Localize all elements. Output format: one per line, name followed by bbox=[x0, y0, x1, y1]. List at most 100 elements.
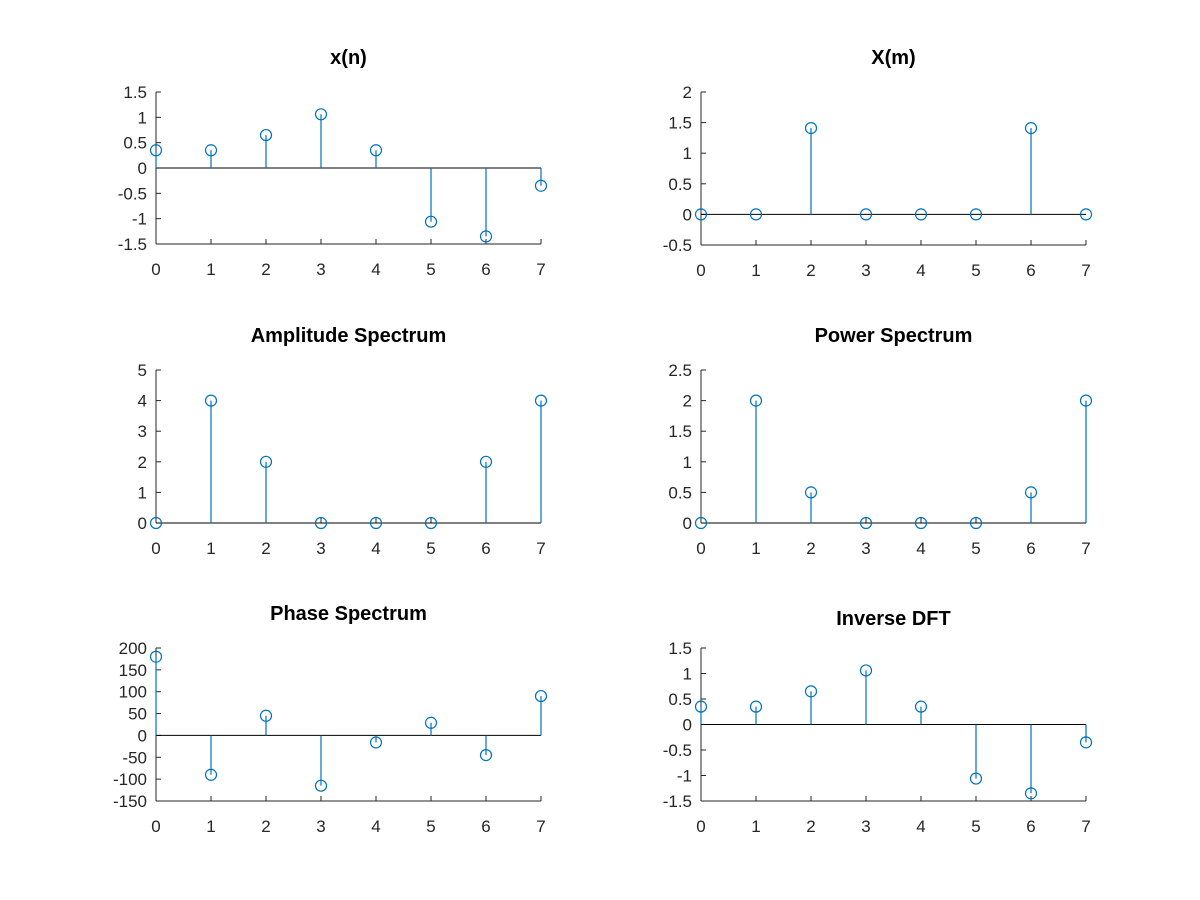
y-tick-label: -1.5 bbox=[663, 792, 692, 811]
y-tick-label: -100 bbox=[113, 770, 147, 789]
y-tick-label: 0 bbox=[138, 514, 147, 533]
x-tick-label: 2 bbox=[806, 539, 815, 558]
stem-marker bbox=[749, 700, 763, 713]
x-tick-label: 0 bbox=[696, 539, 705, 558]
x-tick-label: 7 bbox=[536, 539, 545, 558]
x-tick-label: 7 bbox=[1081, 261, 1090, 280]
y-tick-label: 1 bbox=[683, 453, 692, 472]
x-tick-label: 1 bbox=[751, 261, 760, 280]
stem-marker bbox=[1079, 394, 1093, 407]
chart-title: Power Spectrum bbox=[815, 325, 973, 347]
x-tick-label: 0 bbox=[696, 261, 705, 280]
y-tick-label: 1.5 bbox=[668, 639, 692, 658]
x-tick-label: 6 bbox=[1026, 539, 1035, 558]
x-tick-label: 3 bbox=[316, 817, 325, 836]
stem-marker bbox=[424, 215, 438, 228]
y-tick-label: 5 bbox=[138, 361, 147, 380]
y-tick-label: 0.5 bbox=[123, 134, 147, 153]
subplot-5: Inverse DFT -1.5 -1 -0.5 0 0.5 1 1.5 0 1 2 3 4 5 6 7 bbox=[663, 608, 1093, 836]
stem-marker bbox=[1024, 122, 1038, 135]
chart-title: Amplitude Spectrum bbox=[251, 325, 447, 347]
stem-marker bbox=[259, 709, 273, 722]
stem-marker bbox=[859, 664, 873, 677]
y-tick-label: 1 bbox=[138, 108, 147, 127]
x-tick-label: 2 bbox=[806, 817, 815, 836]
stem-marker bbox=[259, 455, 273, 468]
stem-marker bbox=[369, 736, 383, 749]
subplot-2: Amplitude Spectrum 0 1 2 3 4 5 0 1 2 3 4 5 6 7 bbox=[138, 325, 548, 558]
stem-marker bbox=[479, 748, 493, 762]
stem-marker bbox=[1024, 486, 1038, 499]
y-tick-label: 0 bbox=[138, 726, 147, 745]
x-tick-label: 7 bbox=[536, 260, 545, 279]
x-tick-label: 4 bbox=[371, 817, 380, 836]
x-tick-label: 7 bbox=[1081, 817, 1090, 836]
y-tick-label: 2 bbox=[683, 392, 692, 411]
y-tick-label: 1 bbox=[683, 144, 692, 163]
stem-marker bbox=[479, 455, 493, 468]
stem-marker bbox=[914, 516, 928, 530]
x-tick-label: 7 bbox=[536, 817, 545, 836]
stem-marker bbox=[424, 516, 438, 530]
x-tick-label: 4 bbox=[916, 261, 925, 280]
y-tick-label: 2 bbox=[138, 453, 147, 472]
x-tick-label: 4 bbox=[371, 260, 380, 279]
stem-marker bbox=[969, 208, 983, 221]
y-tick-label: -0.5 bbox=[118, 184, 147, 203]
stem-marker bbox=[369, 516, 383, 530]
stem-marker bbox=[859, 516, 873, 530]
stem-marker bbox=[314, 108, 328, 121]
y-tick-label: 1.5 bbox=[123, 83, 147, 102]
y-tick-label: 0.5 bbox=[668, 483, 692, 502]
x-tick-label: 0 bbox=[696, 817, 705, 836]
stem-marker bbox=[969, 516, 983, 530]
x-tick-label: 1 bbox=[206, 539, 215, 558]
stem-marker bbox=[804, 685, 818, 698]
x-tick-label: 6 bbox=[481, 817, 490, 836]
x-tick-label: 5 bbox=[426, 539, 435, 558]
stem-marker bbox=[204, 768, 218, 781]
x-tick-label: 5 bbox=[971, 539, 980, 558]
y-tick-label: 2.5 bbox=[668, 361, 692, 380]
x-tick-label: 6 bbox=[481, 260, 490, 279]
x-tick-label: 3 bbox=[861, 261, 870, 280]
stem-marker bbox=[149, 516, 163, 530]
x-tick-label: 0 bbox=[151, 817, 160, 836]
stem-marker bbox=[204, 394, 218, 407]
y-tick-label: -50 bbox=[122, 748, 147, 767]
y-tick-label: -1 bbox=[677, 767, 692, 786]
x-tick-label: 4 bbox=[916, 817, 925, 836]
x-tick-label: 6 bbox=[1026, 261, 1035, 280]
x-tick-label: 1 bbox=[206, 817, 215, 836]
stem-marker bbox=[694, 700, 708, 713]
y-tick-label: -1.5 bbox=[118, 235, 147, 254]
x-tick-label: 1 bbox=[206, 260, 215, 279]
stem-marker bbox=[314, 516, 328, 530]
x-tick-label: 2 bbox=[261, 260, 270, 279]
y-tick-label: 100 bbox=[119, 683, 147, 702]
y-tick-label: 200 bbox=[119, 639, 147, 658]
x-tick-label: 5 bbox=[426, 817, 435, 836]
x-tick-label: 2 bbox=[261, 539, 270, 558]
y-tick-label: -0.5 bbox=[663, 741, 692, 760]
x-tick-label: 7 bbox=[1081, 539, 1090, 558]
stem-marker bbox=[149, 144, 163, 157]
stem-marker bbox=[259, 128, 273, 142]
y-tick-label: 0 bbox=[683, 514, 692, 533]
y-tick-label: 3 bbox=[138, 422, 147, 441]
x-tick-label: 5 bbox=[426, 260, 435, 279]
x-tick-label: 6 bbox=[481, 539, 490, 558]
x-tick-label: 4 bbox=[371, 539, 380, 558]
x-tick-label: 3 bbox=[316, 260, 325, 279]
x-tick-label: 2 bbox=[806, 261, 815, 280]
stem-marker bbox=[204, 144, 218, 157]
stem-marker bbox=[749, 208, 763, 221]
y-tick-label: 1 bbox=[138, 483, 147, 502]
y-tick-label: 4 bbox=[138, 392, 147, 411]
x-tick-label: 5 bbox=[971, 817, 980, 836]
stem-marker bbox=[859, 208, 873, 221]
y-tick-label: 1.5 bbox=[668, 422, 692, 441]
stem-marker bbox=[424, 716, 438, 729]
chart-title: Phase Spectrum bbox=[270, 603, 427, 625]
